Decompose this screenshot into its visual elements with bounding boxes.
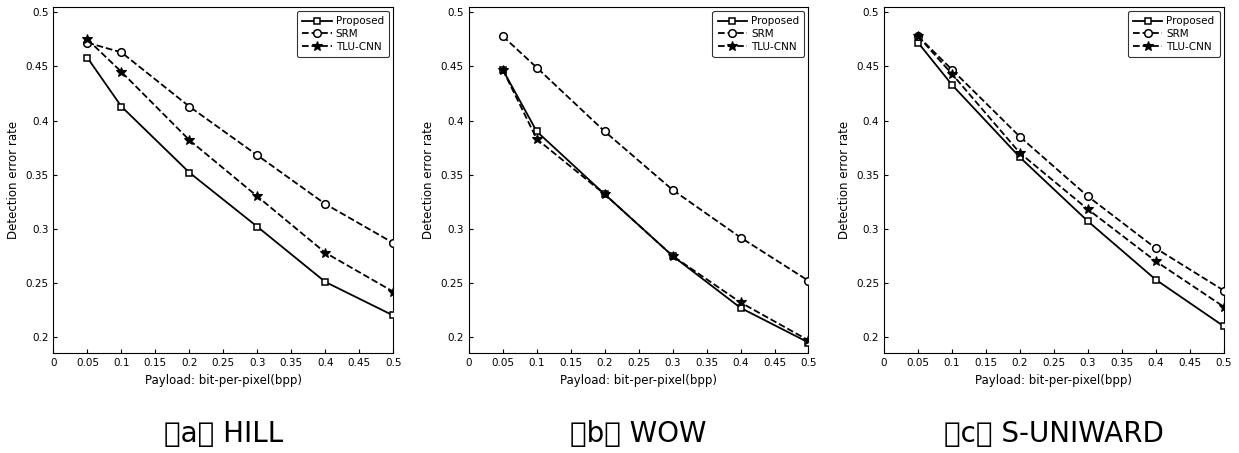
Proposed (114, 104, 129, 109)
SRM (250, 153, 265, 158)
SRM (1012, 134, 1027, 140)
Line: TLU-CNN: TLU-CNN (83, 34, 398, 297)
Proposed (1012, 154, 1027, 160)
X-axis label: Payload: bit-per-pixel(bpp): Payload: bit-per-pixel(bpp) (975, 374, 1132, 387)
TLU-CNN (496, 67, 510, 72)
Proposed (733, 305, 748, 311)
TLU-CNN (529, 136, 544, 142)
SRM (1149, 246, 1163, 251)
SRM (114, 50, 129, 55)
Proposed (318, 279, 333, 284)
Line: SRM: SRM (499, 32, 813, 284)
Proposed (944, 82, 959, 87)
Line: Proposed: Proposed (914, 39, 1227, 329)
TLU-CNN (1149, 259, 1163, 264)
Line: SRM: SRM (914, 32, 1228, 294)
Proposed (385, 313, 400, 318)
SRM (1217, 288, 1232, 293)
SRM (529, 65, 544, 70)
X-axis label: Payload: bit-per-pixel(bpp): Payload: bit-per-pixel(bpp) (145, 374, 302, 387)
TLU-CNN (385, 289, 400, 294)
SRM (318, 201, 333, 207)
Text: （c） S-UNIWARD: （c） S-UNIWARD (944, 420, 1163, 448)
Legend: Proposed, SRM, TLU-CNN: Proposed, SRM, TLU-CNN (297, 11, 389, 57)
SRM (1080, 194, 1095, 199)
TLU-CNN (944, 71, 959, 77)
Line: SRM: SRM (84, 39, 396, 247)
SRM (182, 104, 197, 109)
Proposed (496, 67, 510, 72)
Proposed (665, 253, 680, 259)
TLU-CNN (182, 137, 197, 143)
TLU-CNN (318, 250, 333, 255)
Proposed (911, 40, 926, 45)
Proposed (529, 129, 544, 134)
TLU-CNN (1080, 207, 1095, 212)
TLU-CNN (81, 37, 95, 42)
SRM (665, 187, 680, 193)
Proposed (802, 340, 817, 345)
Legend: Proposed, SRM, TLU-CNN: Proposed, SRM, TLU-CNN (712, 11, 804, 57)
Legend: Proposed, SRM, TLU-CNN: Proposed, SRM, TLU-CNN (1127, 11, 1219, 57)
Y-axis label: Detection error rate: Detection error rate (422, 121, 435, 239)
Proposed (1080, 218, 1095, 224)
Proposed (182, 170, 197, 175)
TLU-CNN (665, 253, 680, 259)
Y-axis label: Detection error rate: Detection error rate (7, 121, 20, 239)
TLU-CNN (114, 69, 129, 75)
SRM (385, 240, 400, 246)
SRM (911, 34, 926, 39)
TLU-CNN (802, 337, 817, 343)
Y-axis label: Detection error rate: Detection error rate (838, 121, 851, 239)
Proposed (250, 224, 265, 229)
Text: （a） HILL: （a） HILL (164, 420, 282, 448)
SRM (802, 278, 817, 284)
SRM (597, 129, 612, 134)
SRM (944, 67, 959, 72)
Line: TLU-CNN: TLU-CNN (913, 31, 1229, 312)
Proposed (597, 192, 612, 197)
SRM (733, 235, 748, 240)
TLU-CNN (250, 194, 265, 199)
Text: （b） WOW: （b） WOW (570, 420, 707, 448)
X-axis label: Payload: bit-per-pixel(bpp): Payload: bit-per-pixel(bpp) (560, 374, 717, 387)
Line: Proposed: Proposed (499, 67, 812, 346)
Line: TLU-CNN: TLU-CNN (498, 65, 813, 345)
Line: Proposed: Proposed (84, 55, 396, 318)
TLU-CNN (1217, 304, 1232, 309)
TLU-CNN (1012, 150, 1027, 156)
SRM (81, 40, 95, 45)
Proposed (81, 55, 95, 61)
Proposed (1217, 323, 1232, 329)
TLU-CNN (597, 192, 612, 197)
TLU-CNN (733, 300, 748, 305)
SRM (496, 34, 510, 39)
Proposed (1149, 277, 1163, 283)
TLU-CNN (911, 34, 926, 39)
